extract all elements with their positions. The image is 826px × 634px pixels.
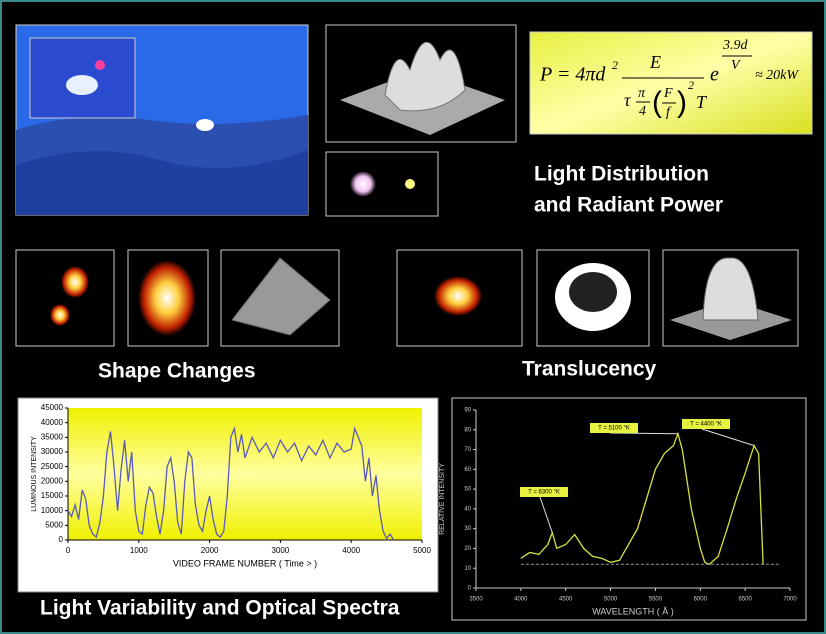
- y-tick-label: 45000: [41, 403, 64, 412]
- formula-part: V: [731, 58, 741, 73]
- y-tick-label: 35000: [41, 432, 64, 441]
- annotation: T = 5100 °K: [598, 426, 630, 432]
- label: Translucency: [522, 358, 657, 381]
- x-tick-label: 3500: [469, 597, 483, 603]
- x-tick-label: 2000: [201, 546, 219, 555]
- formula-part: T: [696, 92, 708, 112]
- x-tick-label: 4500: [559, 597, 573, 603]
- y-tick-label: 40: [464, 506, 471, 512]
- x-axis-label: WAVELENGTH ( Å ): [592, 606, 674, 616]
- formula-part: e: [710, 64, 719, 86]
- annotation: T = 4400 °K: [690, 422, 722, 428]
- formula: P = 4πd 2 E τ π 4 ( F f ) 2 T e 3.9d V ≈…: [529, 31, 813, 135]
- translucency-images: [396, 249, 799, 347]
- y-axis-label: LUMINOUS INTENSITY: [31, 436, 38, 512]
- x-tick-label: 5000: [604, 597, 618, 603]
- x-tick-label: 3000: [272, 546, 290, 555]
- y-tick-label: 5000: [45, 520, 63, 529]
- annotation-box: [590, 423, 638, 433]
- formula-part: f: [666, 105, 672, 120]
- y-tick-label: 80: [464, 427, 471, 433]
- photo: [15, 24, 309, 216]
- x-tick-label: 0: [66, 546, 71, 555]
- y-tick-label: 60: [464, 467, 471, 473]
- y-tick-label: 10000: [41, 506, 64, 515]
- shape-images: [15, 249, 340, 347]
- label: Light Distribution: [534, 163, 709, 186]
- label: Shape Changes: [98, 360, 256, 383]
- y-axis-label: RELATIVE INTENSITY: [439, 463, 446, 535]
- y-tick-label: 25000: [41, 462, 64, 471]
- formula-part: E: [649, 52, 661, 72]
- svg-text:(: (: [652, 86, 662, 119]
- formula-part: π: [638, 86, 646, 101]
- formula-part: 2: [612, 58, 618, 72]
- annotation: T = 6300 °K: [528, 490, 560, 496]
- series-line: [520, 431, 764, 566]
- formula-part: P = 4πd: [539, 64, 606, 86]
- y-tick-label: 20: [464, 546, 471, 552]
- x-tick-label: 7000: [783, 597, 797, 603]
- formula-part: ≈ 20kW: [755, 68, 799, 83]
- y-tick-label: 50: [464, 487, 471, 493]
- x-tick-label: 6500: [738, 597, 752, 603]
- y-tick-label: 0: [59, 535, 64, 544]
- x-tick-label: 5000: [413, 546, 431, 555]
- formula-part: F: [663, 86, 673, 101]
- y-tick-label: 20000: [41, 476, 64, 485]
- y-tick-label: 90: [464, 408, 471, 414]
- y-tick-label: 10: [464, 566, 471, 572]
- x-tick-label: 1000: [130, 546, 148, 555]
- label: Light Variability and Optical Spectra: [40, 597, 400, 620]
- x-tick-label: 5500: [649, 597, 663, 603]
- annotation-arrow: [539, 496, 553, 533]
- surface-plot: [325, 24, 517, 143]
- y-tick-label: 30: [464, 526, 471, 532]
- formula-part: 2: [688, 78, 694, 92]
- y-tick-label: 30000: [41, 447, 64, 456]
- y-tick-label: 40000: [41, 418, 64, 427]
- formula-part: 4: [639, 104, 646, 119]
- annotation-box: [520, 487, 568, 497]
- annotation-arrow: [701, 428, 755, 447]
- svg-text:): ): [677, 86, 687, 119]
- series-line: [67, 426, 395, 541]
- x-tick-label: 6000: [694, 597, 708, 603]
- annotation-box: [682, 419, 730, 429]
- annotation-arrow: [609, 432, 678, 435]
- x-tick-label: 4000: [342, 546, 360, 555]
- x-axis-label: VIDEO FRAME NUMBER ( Time > ): [173, 558, 317, 568]
- chart-panel: [451, 397, 807, 621]
- y-tick-label: 0: [468, 586, 472, 592]
- formula-part: 3.9d: [722, 38, 749, 53]
- light-blobs: [325, 151, 439, 217]
- label: and Radiant Power: [534, 194, 723, 217]
- x-tick-label: 4000: [514, 597, 528, 603]
- y-tick-label: 70: [464, 447, 471, 453]
- y-tick-label: 15000: [41, 491, 64, 500]
- formula-part: τ: [624, 90, 631, 110]
